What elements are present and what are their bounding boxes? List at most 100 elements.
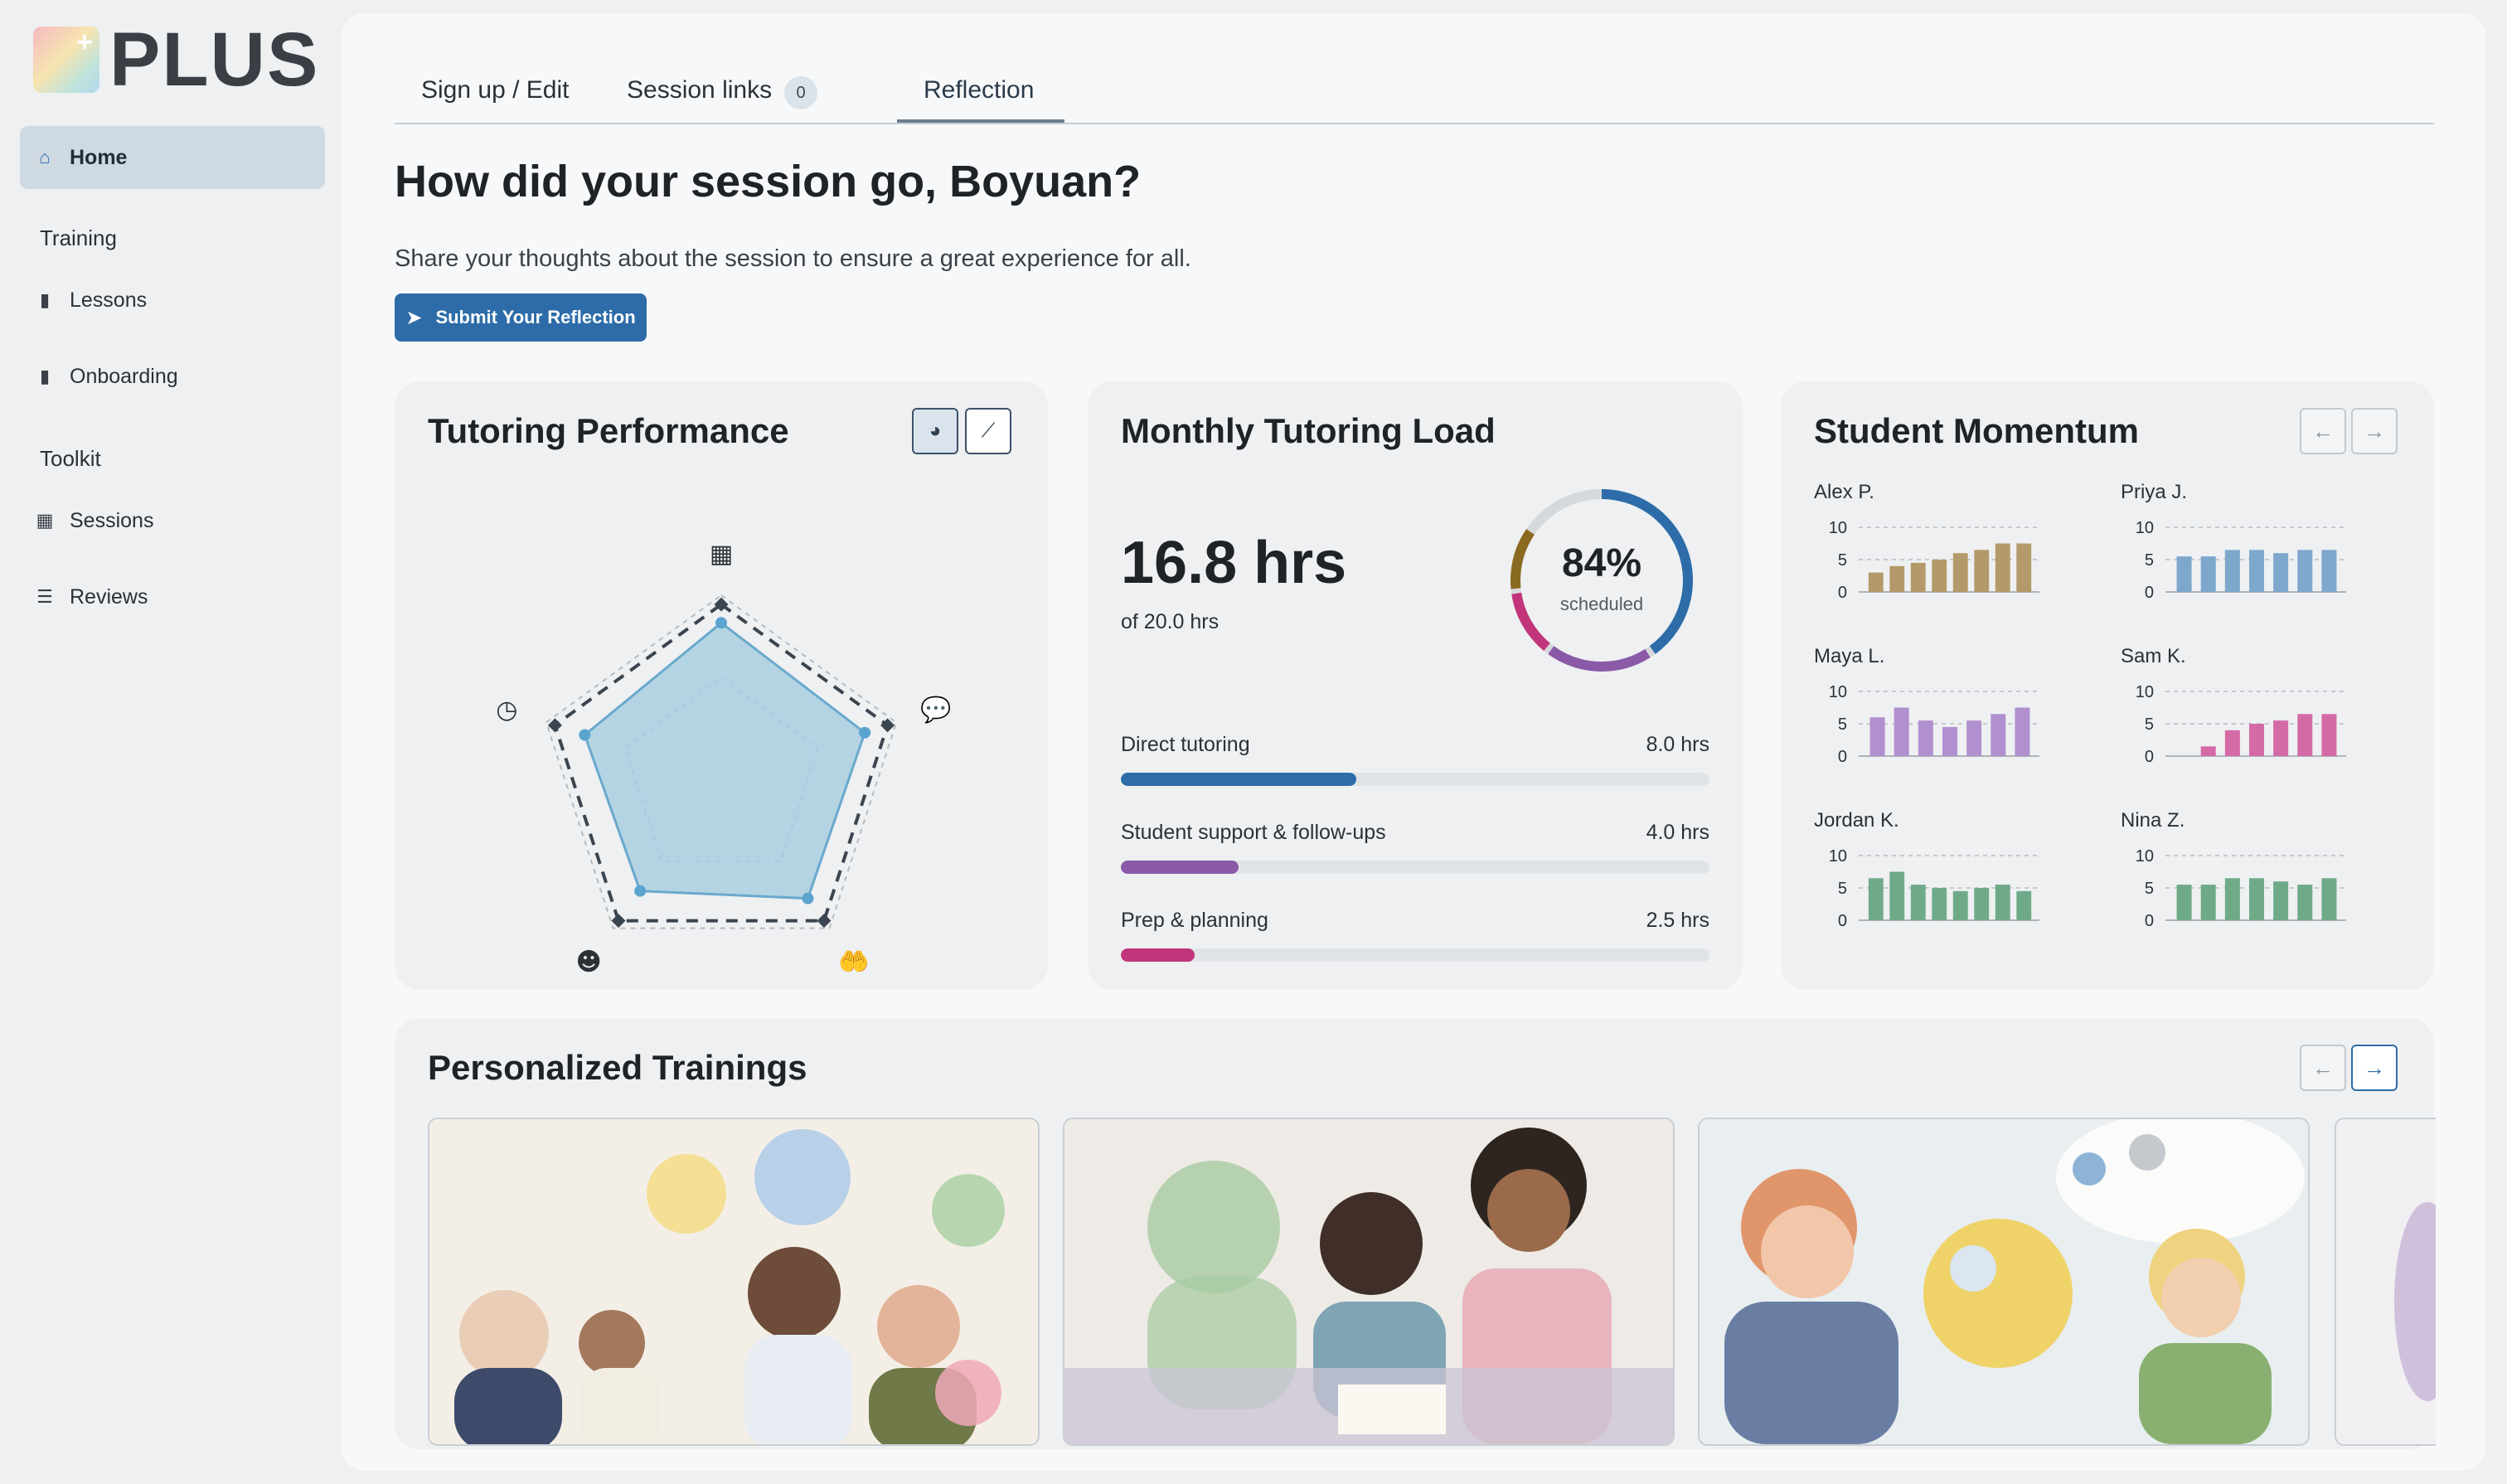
momentum-prev-button[interactable]: ←	[2300, 408, 2346, 454]
momentum-bar	[1910, 885, 1926, 920]
arrow-right-icon: →	[2364, 418, 2385, 444]
sidebar-item-label: Lessons	[70, 288, 148, 312]
clipboard-icon: ▮	[39, 366, 51, 386]
tick-label: 10	[1829, 519, 1847, 537]
training-illustration-conversation	[1700, 1119, 2308, 1444]
radar-target-point	[611, 914, 626, 929]
student-name: Priya J.	[2121, 481, 2188, 503]
momentum-bar	[2016, 890, 2032, 920]
monthly-tutoring-load-card: Monthly Tutoring Load 16.8 hrs of 20.0 h…	[1088, 381, 1743, 990]
student-name: Jordan K.	[1814, 809, 1899, 832]
book-icon: ▮	[39, 289, 51, 310]
momentum-bar	[2273, 720, 2289, 756]
tick-label: 5	[1838, 715, 1847, 734]
momentum-bar	[2200, 556, 2216, 592]
card-title: Monthly Tutoring Load	[1121, 411, 1496, 450]
page-title: How did your session go, Boyuan?	[395, 157, 1142, 206]
tick-label: 5	[2145, 715, 2154, 734]
send-icon: ➤	[405, 306, 423, 329]
momentum-bar	[2321, 550, 2337, 592]
card-title: Student Momentum	[1814, 411, 2139, 450]
tab-session-links[interactable]: Session links	[627, 76, 773, 104]
sidebar-item-home[interactable]: ⌂ Home	[20, 126, 325, 189]
smiley-icon: ☻	[575, 948, 601, 977]
breakdown-bar-fill	[1121, 948, 1195, 962]
momentum-bar	[2321, 714, 2337, 756]
sidebar-item-reviews[interactable]: ☰ Reviews	[20, 572, 325, 622]
momentum-bar	[1995, 885, 2010, 920]
momentum-bar	[1932, 888, 1947, 920]
training-card[interactable]	[428, 1118, 1040, 1446]
momentum-bar	[2224, 878, 2240, 920]
tick-label: 0	[1838, 584, 1847, 602]
momentum-mini-chart: 10 5 0	[2136, 847, 2346, 930]
breakdown-bar-fill	[1121, 861, 1239, 874]
session-links-count-badge: 0	[784, 76, 817, 109]
scheduled-percent: 84%	[1561, 541, 1642, 585]
radar-actual-point	[802, 892, 814, 904]
tab-reflection[interactable]: Reflection	[924, 76, 1035, 104]
training-card[interactable]	[1698, 1118, 2310, 1446]
trainings-next-button[interactable]: →	[2351, 1045, 2398, 1091]
student-name: Alex P.	[1814, 481, 1874, 503]
tick-label: 0	[1838, 748, 1847, 766]
momentum-bar	[1966, 720, 1982, 756]
training-card[interactable]	[1063, 1118, 1675, 1446]
momentum-next-button[interactable]: →	[2351, 408, 2398, 454]
student-momentum-card: Student Momentum ← → Alex P. 10 5 0 Priya J.…	[1781, 381, 2434, 990]
momentum-bar	[2249, 878, 2264, 920]
training-card[interactable]	[2335, 1118, 2436, 1446]
tick-label: 0	[2145, 584, 2154, 602]
calculator-icon: ▦	[710, 540, 733, 569]
breakdown-bar-track	[1121, 861, 1709, 874]
submit-reflection-button[interactable]: ➤ Submit Your Reflection	[395, 293, 647, 342]
donut-segment-other	[1511, 489, 1693, 672]
momentum-bar	[1991, 714, 2006, 756]
training-illustration-partial	[2336, 1119, 2436, 1444]
sidebar-section-training: Training	[40, 226, 117, 250]
tutoring-performance-card: Tutoring Performance ◕ ⟋ ▦ 💬 🤲 ☻ ◷	[395, 381, 1048, 990]
submit-reflection-label: Submit Your Reflection	[435, 307, 636, 327]
momentum-bar	[2224, 550, 2240, 592]
sidebar-item-sessions[interactable]: ▦ Sessions	[20, 496, 325, 546]
momentum-bar	[1974, 550, 1990, 592]
pie-chart-icon: ◕	[929, 419, 942, 442]
student-name: Nina Z.	[2121, 809, 2185, 832]
momentum-bar	[1952, 890, 1968, 920]
sidebar-item-onboarding[interactable]: ▮ Onboarding	[20, 352, 325, 401]
momentum-bar	[2297, 885, 2313, 920]
momentum-bar	[2297, 714, 2313, 756]
radar-actual-point	[859, 726, 871, 739]
momentum-bar	[1910, 562, 1926, 592]
breakdown-value: 8.0 hrs	[1646, 733, 1709, 756]
tick-label: 0	[2145, 912, 2154, 930]
tick-label: 0	[2145, 748, 2154, 766]
sidebar-item-lessons[interactable]: ▮ Lessons	[20, 275, 325, 325]
momentum-bar	[2176, 556, 2192, 592]
momentum-bar	[1995, 543, 2010, 592]
student-name: Maya L.	[1814, 645, 1885, 667]
momentum-bar	[2273, 881, 2289, 920]
logo[interactable]: + PLUS	[33, 22, 319, 98]
page-subtitle: Share your thoughts about the session to…	[395, 245, 1191, 272]
trainings-prev-button[interactable]: ←	[2300, 1045, 2346, 1091]
momentum-bar	[2249, 550, 2264, 592]
card-title: Tutoring Performance	[428, 411, 789, 450]
momentum-bar	[2273, 553, 2289, 592]
momentum-bar	[2200, 885, 2216, 920]
tick-label: 5	[1838, 551, 1847, 570]
momentum-bar	[2297, 550, 2313, 592]
radar-chart: ▦ 💬 🤲 ☻ ◷	[496, 540, 951, 977]
arrow-left-icon: ←	[2312, 1055, 2334, 1080]
radar-view-button[interactable]: ◕	[912, 408, 958, 454]
main-panel: Sign up / Edit Session links 0 Reflectio…	[342, 13, 2485, 1471]
momentum-bar	[2176, 885, 2192, 920]
card-title: Personalized Trainings	[428, 1048, 807, 1087]
tab-sign-up-edit[interactable]: Sign up / Edit	[421, 76, 570, 104]
clock-icon: ◷	[496, 696, 517, 725]
momentum-mini-chart: 10 5 0	[1829, 519, 2039, 602]
line-view-button[interactable]: ⟋	[965, 408, 1011, 454]
scheduled-donut	[1511, 489, 1693, 672]
breakdown-bar-fill	[1121, 773, 1356, 786]
momentum-bar	[2224, 730, 2240, 756]
